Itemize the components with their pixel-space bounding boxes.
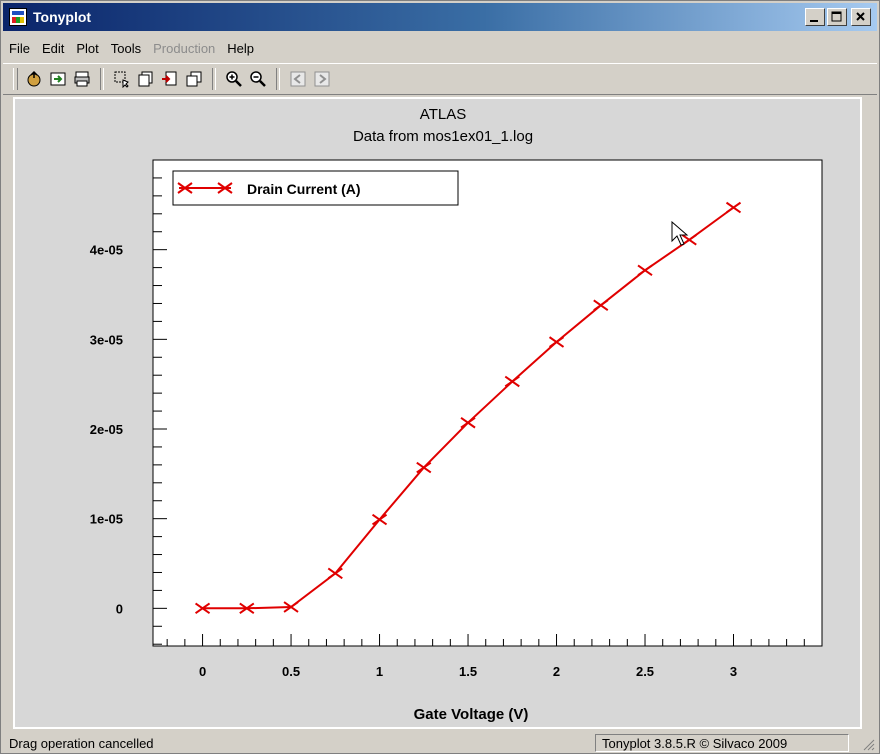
data-point-marker	[548, 336, 565, 348]
x-tick-label: 2	[553, 664, 560, 679]
zoom-out-button[interactable]	[248, 69, 268, 89]
data-point-marker	[416, 461, 432, 474]
y-tick-label: 4e-05	[90, 243, 123, 258]
data-point-marker	[194, 602, 211, 615]
back-button[interactable]	[288, 69, 308, 89]
toolbar-separator	[276, 68, 280, 90]
chart-legend: Drain Current (A)	[172, 170, 459, 206]
select-button[interactable]	[112, 69, 132, 89]
menu-bar: File Edit Plot Tools Production Help	[3, 35, 260, 61]
x-axis-label: Gate Voltage (V)	[414, 706, 529, 723]
legend-marker	[177, 182, 193, 194]
x-tick-label: 1	[376, 664, 383, 679]
data-point-marker	[725, 201, 742, 214]
menu-production[interactable]: Production	[153, 40, 216, 56]
open-button[interactable]	[24, 69, 44, 89]
x-tick-label: 3	[730, 664, 737, 679]
status-bar: Drag operation cancelled Tonyplot 3.8.5.…	[3, 733, 877, 753]
zoom-out-icon	[250, 71, 266, 87]
menu-help[interactable]: Help	[227, 40, 255, 56]
print-icon	[74, 71, 90, 87]
minimize-button[interactable]	[805, 8, 825, 26]
legend-label: Drain Current (A)	[247, 181, 361, 197]
zoom-in-button[interactable]	[224, 69, 244, 89]
menu-file[interactable]: File	[9, 40, 30, 56]
data-point-marker	[460, 417, 476, 429]
y-tick-label: 0	[116, 601, 123, 616]
menu-plot[interactable]: Plot	[76, 40, 99, 56]
select-icon	[114, 71, 129, 88]
data-point-marker	[681, 234, 697, 246]
maximize-icon	[831, 11, 842, 22]
data-point-marker	[327, 567, 343, 580]
mouse-pointer-icon	[671, 221, 689, 246]
plot-area[interactable]: ATLAS Data from mos1ex01_1.log 0 1e-05 2e-…	[13, 97, 862, 729]
toolbar	[3, 63, 877, 95]
toolbar-grip[interactable]	[13, 68, 18, 90]
y-tick-label: 2e-05	[90, 422, 123, 437]
forward-button[interactable]	[312, 69, 332, 89]
back-icon	[290, 71, 306, 87]
close-icon	[856, 12, 865, 21]
y-tick-label: 3e-05	[90, 332, 123, 347]
import-icon	[162, 71, 177, 86]
toolbar-separator	[212, 68, 216, 90]
x-tick-label: 0	[199, 664, 206, 679]
tonyplot-app-icon[interactable]	[9, 8, 27, 26]
resize-grip-icon[interactable]	[861, 737, 875, 751]
menu-tools[interactable]: Tools	[110, 40, 142, 56]
overlay-button[interactable]	[184, 69, 204, 89]
x-tick-label: 2.5	[636, 664, 654, 679]
forward-icon	[314, 71, 330, 87]
copy-icon	[138, 71, 153, 87]
data-point-marker	[371, 513, 388, 526]
legend-marker	[217, 182, 233, 194]
x-tick-label: 1.5	[459, 664, 477, 679]
window-title: Tonyplot	[33, 9, 92, 25]
plot-background	[152, 159, 823, 647]
data-point-marker	[593, 299, 609, 311]
print-button[interactable]	[72, 69, 92, 89]
menu-edit[interactable]: Edit	[41, 40, 65, 56]
maximize-button[interactable]	[827, 8, 847, 26]
overlay-icon	[186, 71, 202, 87]
chart-title: ATLAS	[420, 106, 466, 123]
minimize-icon	[810, 20, 818, 22]
drain-current-chart[interactable]: ATLAS Data from mos1ex01_1.log 0 1e-05 2e-…	[15, 99, 860, 727]
toolbar-separator	[100, 68, 104, 90]
chart-axes: 0 1e-05 2e-05 3e-05 4e-05 0 0.5 1 1.5 2 2.5 3	[90, 159, 823, 679]
data-point-marker	[504, 375, 520, 388]
window-controls	[805, 8, 871, 26]
x-tick-label: 0.5	[282, 664, 300, 679]
data-point-marker	[637, 264, 653, 277]
y-tick-label: 1e-05	[90, 512, 123, 527]
save-icon	[50, 72, 66, 86]
data-point-marker	[239, 602, 255, 615]
open-icon	[27, 70, 41, 87]
close-button[interactable]	[851, 8, 871, 26]
import-button[interactable]	[160, 69, 180, 89]
zoom-in-icon	[226, 71, 242, 87]
save-button[interactable]	[48, 69, 68, 89]
chart-series	[194, 201, 742, 615]
chart-subtitle: Data from mos1ex01_1.log	[353, 128, 533, 145]
title-bar[interactable]: Tonyplot	[3, 3, 877, 31]
copy-button[interactable]	[136, 69, 156, 89]
data-point-marker	[283, 601, 299, 613]
version-label: Tonyplot 3.8.5.R © Silvaco 2009	[595, 734, 849, 752]
status-message: Drag operation cancelled	[9, 736, 154, 751]
